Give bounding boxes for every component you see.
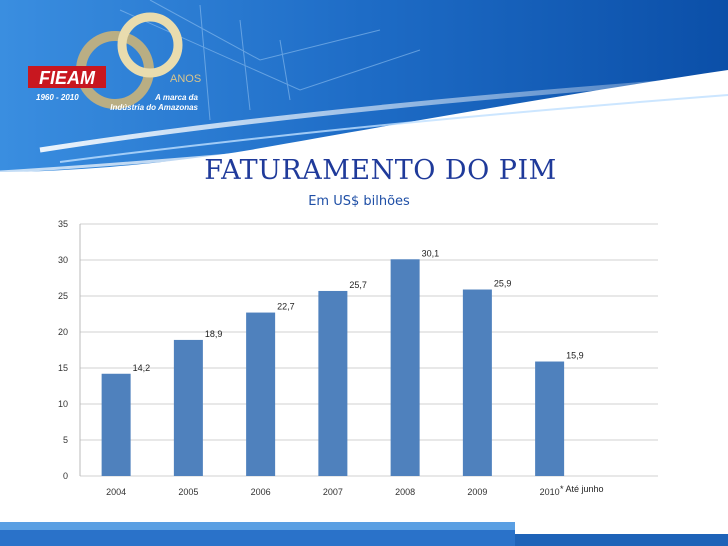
bar: [462, 289, 492, 476]
bar: [173, 339, 203, 476]
x-tick-label: 2009: [467, 487, 487, 497]
logo-tagline-2: Indústria do Amazonas: [110, 103, 198, 112]
y-tick-label: 15: [58, 363, 68, 373]
y-tick-label: 35: [58, 219, 68, 229]
data-label: 18,9: [205, 329, 223, 339]
bar: [535, 361, 565, 476]
x-axis-ticks: 2004 2005 2006 2007 2008 2009 2010: [106, 487, 560, 497]
x-tick-label: 2005: [178, 487, 198, 497]
y-tick-label: 5: [63, 435, 68, 445]
fieam-50-anos-logo: FIEAM 1960 - 2010 ANOS A marca da Indúst…: [28, 12, 201, 112]
x-tick-label: 2010: [540, 487, 560, 497]
data-label: 22,7: [277, 302, 295, 312]
y-tick-label: 30: [58, 255, 68, 265]
logo-tagline-1: A marca da: [154, 93, 198, 102]
bar: [246, 312, 276, 476]
bar: [101, 373, 131, 476]
chart-annotation: * Até junho: [560, 484, 604, 494]
chart-bars: [101, 259, 565, 476]
y-tick-label: 20: [58, 327, 68, 337]
logo-years: 1960 - 2010: [36, 93, 79, 102]
x-tick-label: 2006: [251, 487, 271, 497]
data-label: 25,9: [494, 279, 512, 289]
x-tick-label: 2007: [323, 487, 343, 497]
x-tick-label: 2008: [395, 487, 415, 497]
footer-strip: [0, 520, 728, 546]
chart-data-labels: 14,2 18,9 22,7 25,7 30,1 25,9 15,9: [133, 248, 584, 372]
y-tick-label: 25: [58, 291, 68, 301]
data-label: 30,1: [422, 248, 440, 258]
data-label: 25,7: [349, 280, 367, 290]
logo-brand: FIEAM: [39, 68, 96, 88]
y-axis-ticks: 0 5 10 15 20 25 30 35: [58, 219, 68, 481]
data-label: 15,9: [566, 351, 584, 361]
data-label: 14,2: [133, 363, 151, 373]
logo-anos: ANOS: [170, 73, 201, 85]
bar: [390, 259, 420, 476]
slide-title: FATURAMENTO DO PIM: [204, 155, 557, 186]
bar: [318, 290, 348, 476]
chart-subtitle: Em US$ bilhões: [308, 194, 410, 209]
y-tick-label: 10: [58, 399, 68, 409]
x-tick-label: 2004: [106, 487, 126, 497]
y-tick-label: 0: [63, 471, 68, 481]
